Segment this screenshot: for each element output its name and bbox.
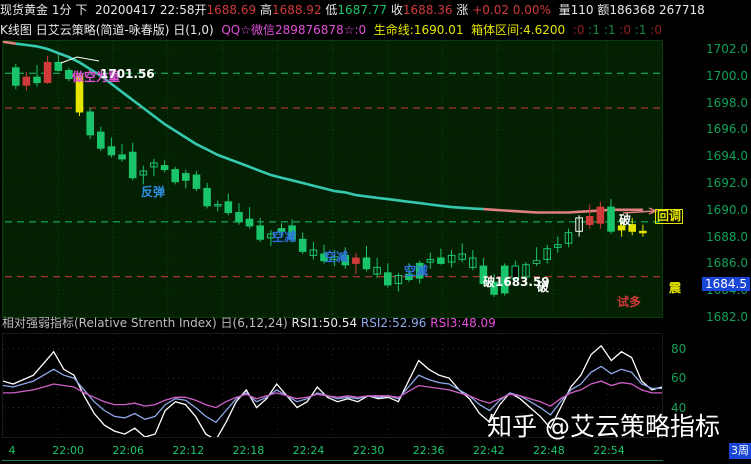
price-tick-1690-0: 1690.0 bbox=[706, 202, 748, 217]
strategy-label[interactable]: 日艾云策略(简道-咏春版) bbox=[35, 23, 170, 37]
annotation-rebound: 反弹 bbox=[141, 185, 166, 199]
amount-value: 186368 bbox=[609, 3, 656, 17]
quote-header: 现货黄金 1分 下 20200417 22:58开1688.69 高1688.9… bbox=[0, 1, 751, 19]
time-axis-rule bbox=[2, 460, 663, 461]
time-tick-8: 22:42 bbox=[472, 444, 505, 457]
volume-label: 量 bbox=[558, 3, 571, 17]
chart-type-label[interactable]: K线图 bbox=[0, 23, 32, 37]
volume-value: 110 bbox=[570, 3, 594, 17]
annotation-pullback: 回调 bbox=[655, 209, 684, 224]
box-range-value: 4.6200 bbox=[523, 23, 566, 37]
time-tick-3: 22:12 bbox=[172, 444, 205, 457]
annotation-price-1701: 1701.56 bbox=[100, 67, 155, 81]
open-label: 开 bbox=[194, 3, 207, 17]
annotation-shock: 震 bbox=[669, 281, 682, 295]
price-panel: 1702.0 1700.0 1698.0 1696.0 1694.0 1692.0 1690… bbox=[0, 40, 751, 324]
annotation-short-reduce-1: 空减 bbox=[272, 230, 297, 244]
time-tick-6: 22:30 bbox=[352, 444, 385, 457]
high-label: 高 bbox=[259, 3, 272, 17]
time-tick-2: 22:06 bbox=[112, 444, 145, 457]
annotation-short-reduce-2: 空减 bbox=[324, 250, 349, 264]
rsi-tick-60: 60 bbox=[671, 371, 687, 386]
change-value: +0.02 bbox=[472, 3, 509, 17]
time-axis: 3周 4 22:00 22:06 22:12 22:18 22:24 22:30 22:36 2… bbox=[0, 442, 751, 464]
rsi-panel: 相对强弱指标(Relative Strenth Index) 日(6,12,24… bbox=[0, 314, 751, 440]
price-tick-1702-0: 1702.0 bbox=[706, 42, 748, 57]
price-tick-1688-0: 1688.0 bbox=[706, 229, 748, 244]
strategy-params[interactable]: 日(1,0) bbox=[173, 23, 214, 37]
annotation-break-price: 破1683.59 bbox=[483, 275, 550, 289]
rsi-svg bbox=[3, 334, 662, 437]
candlestick-svg bbox=[3, 41, 662, 317]
box-range-label: 箱体区间: bbox=[471, 23, 524, 37]
price-tick-1686-0: 1686.0 bbox=[706, 256, 748, 271]
price-tick-1682-0: 1682.0 bbox=[706, 310, 748, 324]
amount-label: 额 bbox=[597, 3, 610, 17]
price-tick-1694-0: 1694.0 bbox=[706, 149, 748, 164]
time-tick-9: 22:48 bbox=[532, 444, 565, 457]
low-value: 1687.77 bbox=[337, 3, 388, 17]
price-axis: 1702.0 1700.0 1698.0 1696.0 1694.0 1692.0 1690… bbox=[665, 40, 751, 324]
rsi-chart[interactable] bbox=[2, 333, 663, 438]
time-tick-5: 22:24 bbox=[292, 444, 325, 457]
quote-date: 20200417 bbox=[94, 3, 157, 17]
annotation-try-long: 试多 bbox=[617, 295, 642, 309]
amount-value-2: 267718 bbox=[658, 3, 705, 17]
current-price-badge: 1684.5 bbox=[702, 276, 750, 291]
time-tick-7: 22:36 bbox=[412, 444, 445, 457]
watermark: 知乎 @艾云策略指标 bbox=[487, 412, 720, 441]
high-value: 1688.92 bbox=[271, 3, 322, 17]
flag-0: :0 bbox=[572, 23, 585, 37]
flag-3: :0 bbox=[619, 23, 632, 37]
time-tick-0: 4 bbox=[8, 444, 16, 457]
quote-time: 22:58 bbox=[159, 3, 195, 17]
time-tick-4: 22:18 bbox=[232, 444, 265, 457]
time-tick-10: 22:54 bbox=[593, 444, 625, 457]
rsi-axis: 80 60 40 bbox=[665, 333, 751, 438]
flag-1: :1 bbox=[588, 23, 600, 37]
price-tick-1692-0: 1692.0 bbox=[706, 176, 748, 191]
rsi-header: 相对强弱指标(Relative Strenth Index) 日(6,12,24… bbox=[2, 314, 751, 332]
period-label[interactable]: 1分 bbox=[51, 3, 72, 17]
instrument-name: 现货黄金 bbox=[0, 3, 49, 17]
week-badge[interactable]: 3周 bbox=[729, 443, 751, 459]
flag-5: :0 bbox=[650, 23, 663, 37]
life-line-value: 1690.01 bbox=[413, 23, 464, 37]
candlestick-chart[interactable] bbox=[2, 40, 663, 318]
price-tick-1696-0: 1696.0 bbox=[706, 122, 748, 137]
annotation-short-reduce-3: 空减 bbox=[404, 264, 429, 278]
low-label: 低 bbox=[325, 3, 338, 17]
rsi3-value: RSI3:48.09 bbox=[430, 316, 496, 330]
flag-4: :1 bbox=[634, 23, 647, 37]
annotation-break-3: 破 bbox=[619, 213, 632, 227]
annotation-short-priority: 做空为重 bbox=[72, 70, 121, 84]
annotation-break-2: 破 bbox=[537, 280, 550, 294]
change-label: 涨 bbox=[456, 3, 469, 17]
rsi-title: 相对强弱指标(Relative Strenth Index) bbox=[2, 316, 217, 330]
indicator-header: K线图 日艾云策略(简道-咏春版) 日(1,0) QQ☆微信289876878☆… bbox=[0, 21, 751, 39]
price-tick-1698-0: 1698.0 bbox=[706, 95, 748, 110]
close-label: 收 bbox=[390, 3, 403, 17]
rsi2-value: RSI2:52.96 bbox=[360, 316, 427, 330]
rsi1-value: RSI1:50.54 bbox=[291, 316, 358, 330]
life-line-label: 生命线: bbox=[373, 23, 414, 37]
rsi-params[interactable]: 日(6,12,24) bbox=[220, 316, 288, 330]
rsi-tick-40: 40 bbox=[671, 400, 687, 415]
change-percent: 0.00% bbox=[512, 3, 551, 17]
open-value: 1688.69 bbox=[206, 3, 257, 17]
contact-info: QQ☆微信289876878☆:0 bbox=[221, 23, 367, 37]
rsi-tick-80: 80 bbox=[671, 341, 687, 356]
price-tick-1700-0: 1700.0 bbox=[706, 68, 748, 83]
direction-label: 下 bbox=[75, 3, 88, 17]
close-value: 1688.36 bbox=[402, 3, 453, 17]
flag-2: :1 bbox=[603, 23, 616, 37]
time-tick-1: 22:00 bbox=[52, 444, 84, 457]
